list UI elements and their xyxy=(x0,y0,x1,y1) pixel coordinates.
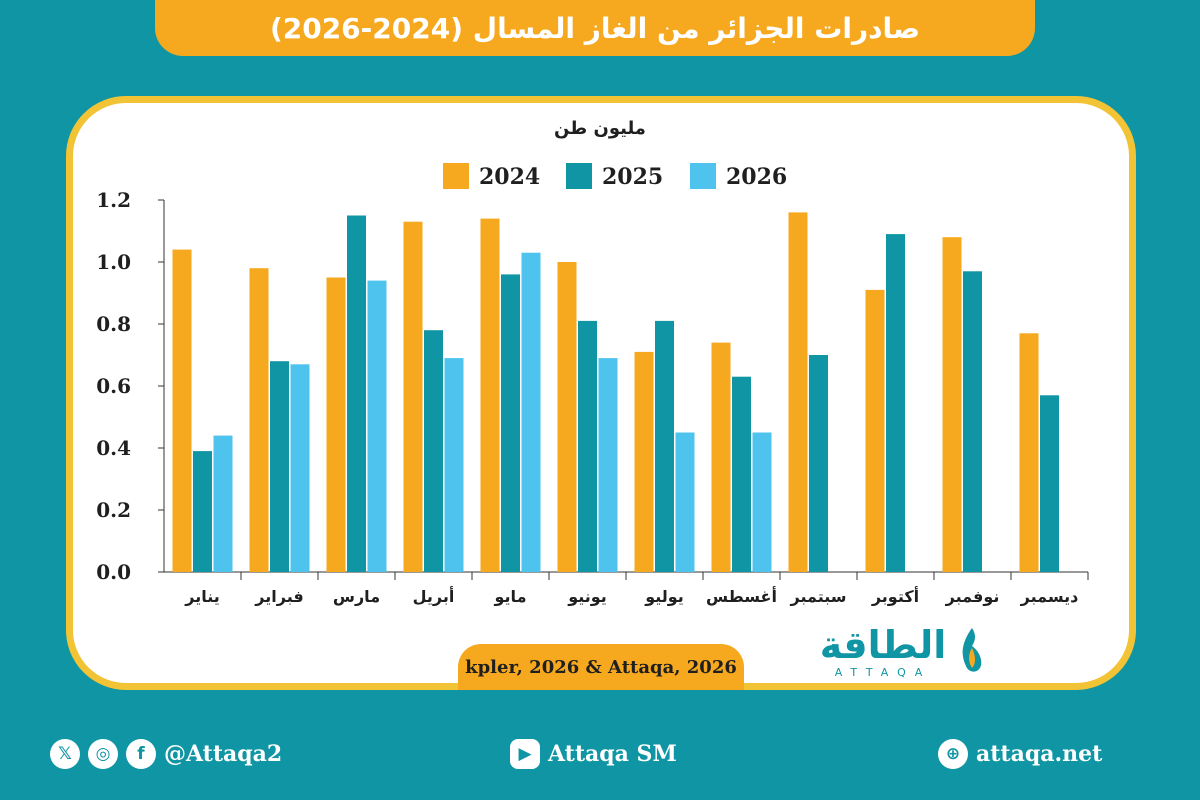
website-link: ⊕ attaqa.net xyxy=(938,736,1102,772)
x-tick-label: يناير xyxy=(184,587,220,606)
social-links: 𝕏 ◎ f @Attaqa2 xyxy=(50,736,282,772)
bar xyxy=(886,234,905,572)
x-icon[interactable]: 𝕏 xyxy=(50,739,80,769)
legend-label: 2024 xyxy=(479,164,540,190)
bar xyxy=(367,280,387,572)
bar xyxy=(711,342,731,572)
y-tick-label: 0.4 xyxy=(96,436,131,460)
brand-logo: الطاقة ATTAQA xyxy=(808,622,988,684)
page-title: صادرات الجزائر من الغاز المسال (2024-202… xyxy=(155,0,1035,56)
legend-swatch xyxy=(443,163,469,189)
bar xyxy=(732,376,751,572)
bar xyxy=(249,268,269,572)
bar xyxy=(347,215,366,572)
bar xyxy=(1040,395,1059,572)
y-tick-label: 1.0 xyxy=(96,250,131,274)
bar xyxy=(444,358,464,572)
x-tick-label: نوفمبر xyxy=(945,587,1000,606)
bar xyxy=(634,351,654,572)
bar xyxy=(172,249,192,572)
bar xyxy=(501,274,520,572)
bar xyxy=(809,355,828,572)
brand-name-latin: ATTAQA xyxy=(834,666,932,679)
x-tick-label: يوليو xyxy=(644,587,684,606)
y-tick-label: 1.2 xyxy=(96,188,131,212)
legend-swatch xyxy=(690,163,716,189)
x-tick-label: أبريل xyxy=(413,586,455,606)
y-tick-label: 0.2 xyxy=(96,498,131,522)
website-label[interactable]: attaqa.net xyxy=(976,741,1103,767)
bar xyxy=(1019,333,1039,572)
youtube-link: ▶ Attaqa SM xyxy=(510,736,677,772)
bar xyxy=(403,221,423,572)
y-tick-label: 0.8 xyxy=(96,312,131,336)
bar xyxy=(578,320,597,572)
page-title-text: صادرات الجزائر من الغاز المسال (2024-202… xyxy=(269,11,921,45)
bar xyxy=(270,361,289,572)
bar xyxy=(290,364,310,572)
bar xyxy=(752,432,772,572)
legend-label: 2026 xyxy=(726,164,787,190)
source-text: kpler, 2026 & Attaqa, 2026 xyxy=(465,656,737,678)
legend-swatch xyxy=(566,163,592,189)
y-tick-label: 0.6 xyxy=(96,374,131,398)
x-tick-label: ديسمبر xyxy=(1020,587,1079,606)
x-tick-label: سبتمبر xyxy=(789,587,846,606)
bar xyxy=(865,289,885,572)
bar xyxy=(942,237,962,572)
x-tick-label: مارس xyxy=(333,587,380,606)
bar xyxy=(480,218,500,572)
y-axis-label: مليون طن xyxy=(554,118,646,139)
social-handle[interactable]: @Attaqa2 xyxy=(164,741,283,767)
x-tick-label: أغسطس xyxy=(706,586,777,606)
source-note: kpler, 2026 & Attaqa, 2026 xyxy=(458,644,744,690)
globe-icon[interactable]: ⊕ xyxy=(938,739,968,769)
facebook-icon[interactable]: f xyxy=(126,739,156,769)
bar xyxy=(557,262,577,572)
brand-name-arabic: الطاقة xyxy=(819,623,947,667)
bar xyxy=(326,277,346,572)
instagram-icon[interactable]: ◎ xyxy=(88,739,118,769)
bar xyxy=(675,432,695,572)
y-tick-label: 0.0 xyxy=(96,560,131,584)
bar xyxy=(788,212,808,572)
bar xyxy=(213,435,233,572)
x-tick-label: فبراير xyxy=(254,587,303,606)
youtube-icon[interactable]: ▶ xyxy=(510,739,540,769)
bar xyxy=(424,330,443,572)
flame-icon xyxy=(962,628,982,672)
bar xyxy=(655,320,674,572)
x-tick-label: يونيو xyxy=(567,587,607,606)
youtube-label[interactable]: Attaqa SM xyxy=(548,741,677,767)
bar xyxy=(598,358,618,572)
bar xyxy=(521,252,541,572)
legend-label: 2025 xyxy=(602,164,663,190)
x-tick-label: مايو xyxy=(494,587,527,606)
bar xyxy=(193,451,212,572)
bar xyxy=(963,271,982,572)
x-tick-label: أكتوبر xyxy=(871,586,919,606)
